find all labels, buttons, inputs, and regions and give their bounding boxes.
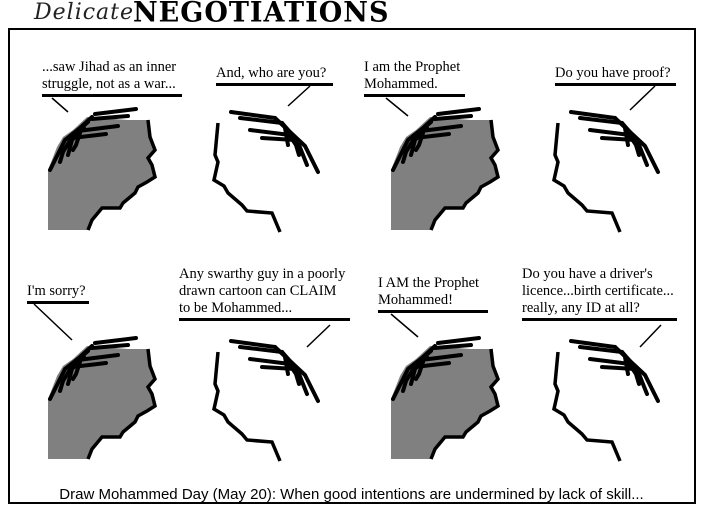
speech-text-2: And, who are you? <box>216 65 333 86</box>
character-white-panel-8 <box>552 339 660 463</box>
speech-text-3: I am the Prophet Mohammed. <box>364 59 465 97</box>
speech-tail-4 <box>629 85 656 111</box>
comic-title-script: Delicate <box>34 0 135 25</box>
comic-frame <box>8 28 696 504</box>
speech-text-8: Do you have a driver's licence...birth c… <box>522 266 677 321</box>
speech-tail-7 <box>390 313 419 338</box>
character-white-panel-2 <box>212 110 320 234</box>
speech-tail-1 <box>51 97 69 113</box>
speech-tail-3 <box>385 97 409 117</box>
speech-tail-6 <box>306 324 331 348</box>
character-white-panel-6 <box>212 339 320 463</box>
comic-title-bold: NEGOTIATIONS <box>133 0 390 29</box>
character-gray-panel-3 <box>389 107 500 232</box>
character-white-panel-4 <box>552 110 660 234</box>
speech-text-1: ...saw Jihad as an inner struggle, not a… <box>42 59 182 97</box>
speech-tail-5 <box>33 303 73 341</box>
character-gray-panel-5 <box>46 336 157 461</box>
speech-text-5: I'm sorry? <box>27 283 89 304</box>
character-gray-panel-7 <box>389 336 500 461</box>
speech-tail-2 <box>287 85 311 107</box>
speech-text-4: Do you have proof? <box>555 65 676 86</box>
speech-tail-8 <box>639 324 662 348</box>
speech-text-6: Any swarthy guy in a poorly drawn cartoo… <box>179 266 350 321</box>
character-gray-panel-1 <box>46 107 157 232</box>
comic-caption: Draw Mohammed Day (May 20): When good in… <box>59 486 644 503</box>
speech-text-7: I AM the Prophet Mohammed! <box>378 275 488 313</box>
